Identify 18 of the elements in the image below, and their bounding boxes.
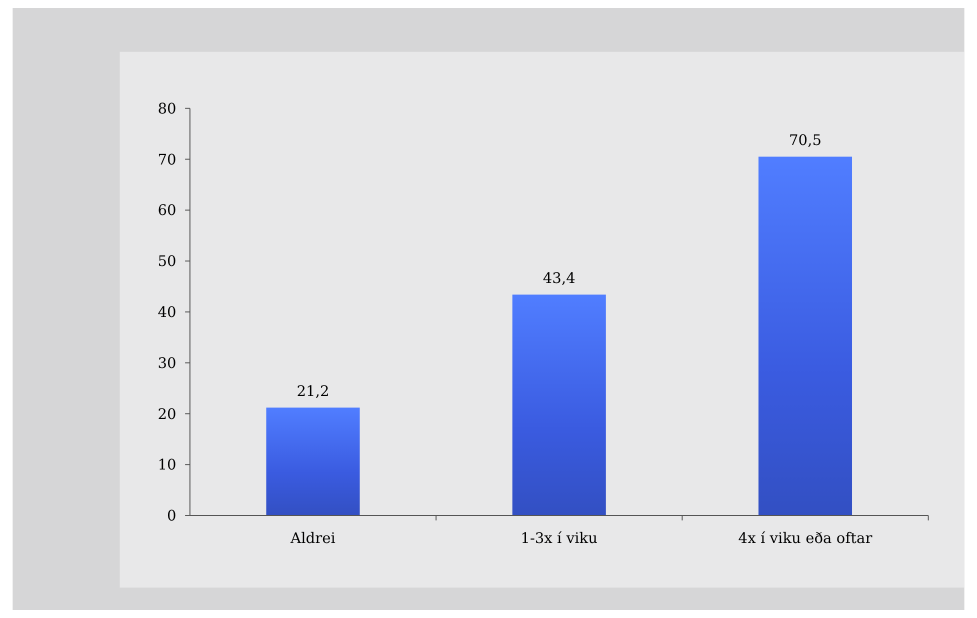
- y-tick-label: 0: [167, 508, 176, 525]
- y-tick-label: 40: [158, 304, 176, 322]
- y-tick-label: 70: [158, 151, 176, 168]
- x-tick-label: 1-3x í viku: [520, 530, 598, 547]
- y-tick-label: 10: [158, 456, 176, 474]
- y-tick-label: 80: [158, 100, 176, 118]
- y-tick-label: 60: [158, 202, 176, 220]
- bar: [758, 156, 852, 516]
- bar: [512, 294, 606, 516]
- y-tick-label: 30: [158, 354, 176, 372]
- data-label: 70,5: [788, 132, 822, 149]
- x-tick-label: Aldrei: [290, 530, 336, 547]
- x-tick-label: 4x í viku eða oftar: [738, 530, 872, 547]
- y-tick-label: 50: [158, 253, 176, 270]
- bar: [266, 408, 360, 516]
- y-tick-label: 20: [158, 406, 176, 423]
- data-label: 43,4: [542, 270, 576, 287]
- data-label: 21,2: [296, 382, 330, 400]
